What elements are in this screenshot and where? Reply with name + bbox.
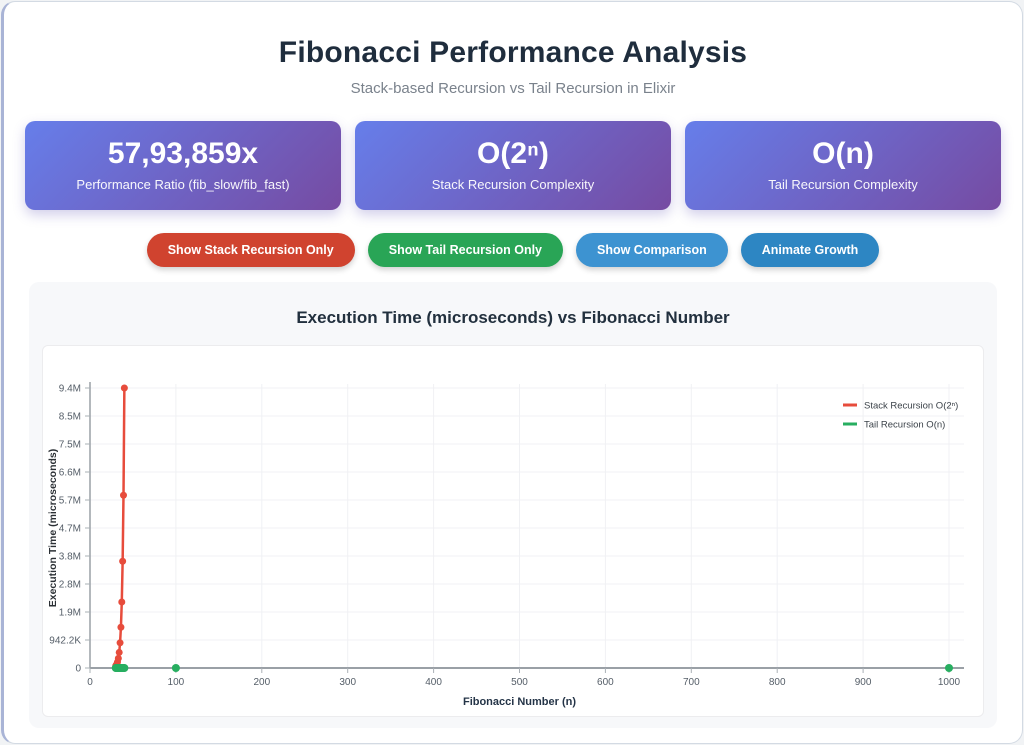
x-tick-label: 700 <box>683 677 700 688</box>
page-subtitle: Stack-based Recursion vs Tail Recursion … <box>350 80 676 97</box>
chart-legend: Stack Recursion O(2ⁿ) Tail Recursion O(n) <box>843 401 958 431</box>
x-tick-label: 800 <box>769 677 786 688</box>
y-tick-label: 6.6M <box>59 468 81 479</box>
x-tick-label: 900 <box>855 677 872 688</box>
legend-item[interactable]: Stack Recursion O(2ⁿ) <box>843 401 958 412</box>
x-tick-label: 100 <box>168 677 185 688</box>
stack-data-point <box>120 384 128 392</box>
y-tick-label: 3.8M <box>59 552 81 563</box>
x-axis-title: Fibonacci Number (n) <box>463 696 576 708</box>
tail-data-point <box>171 663 180 672</box>
show-comparison-button[interactable]: Show Comparison <box>576 233 728 267</box>
chart-panel: 0 942.2K 1.9M 2.8M 3.8M 4.7M 5.7M 6.6M 7.5M 8.5M 9… <box>42 345 984 717</box>
legend-label: Tail Recursion O(n) <box>864 420 945 431</box>
y-axis-title: Execution Time (microseconds) <box>47 449 59 608</box>
chart-title: Execution Time (microseconds) vs Fibonac… <box>296 308 730 327</box>
stat-value: 57,93,859x <box>107 137 259 170</box>
x-tick-label: 300 <box>339 677 356 688</box>
chart-axes: 0 942.2K 1.9M 2.8M 3.8M 4.7M 5.7M 6.6M 7.5M 8.5M 9… <box>49 382 964 688</box>
tail-data-point <box>945 663 953 672</box>
stack-data-point <box>118 598 126 606</box>
stack-data-point <box>117 623 125 631</box>
stat-value: O(n) <box>812 137 874 170</box>
y-tick-label: 0 <box>75 664 81 675</box>
y-tick-label: 7.5M <box>59 440 81 451</box>
y-tick-label: 2.8M <box>59 580 81 591</box>
page-title: Fibonacci Performance Analysis <box>278 36 748 69</box>
x-tick-label: 500 <box>511 677 528 688</box>
tail-data-point <box>120 663 129 672</box>
x-tick-label: 1000 <box>938 677 961 688</box>
stat-label: Performance Ratio (fib_slow/fib_fast) <box>76 177 290 192</box>
stat-card-stack-complexity: O(2ⁿ) Stack Recursion Complexity <box>355 121 671 210</box>
x-tick-label: 200 <box>253 677 270 688</box>
x-tick-label: 600 <box>597 677 614 688</box>
chart-gridlines <box>89 384 964 669</box>
stat-card-performance-ratio: 57,93,859x Performance Ratio (fib_slow/f… <box>25 121 341 210</box>
y-tick-label: 942.2K <box>49 636 81 647</box>
y-tick-label: 5.7M <box>59 496 81 507</box>
stat-value: O(2ⁿ) <box>477 137 549 170</box>
stack-data-point <box>120 491 128 499</box>
stack-recursion-points <box>112 384 128 670</box>
x-tick-label: 0 <box>87 677 93 688</box>
y-tick-label: 8.5M <box>59 412 81 423</box>
stats-row: 57,93,859x Performance Ratio (fib_slow/f… <box>25 121 1001 210</box>
animate-growth-button[interactable]: Animate Growth <box>740 233 880 267</box>
execution-time-chart[interactable]: 0 942.2K 1.9M 2.8M 3.8M 4.7M 5.7M 6.6M 7.5M 8.5M 9… <box>43 346 984 716</box>
stack-data-point <box>115 648 123 656</box>
stat-card-tail-complexity: O(n) Tail Recursion Complexity <box>685 121 1001 210</box>
stat-label: Tail Recursion Complexity <box>768 177 918 192</box>
legend-item[interactable]: Tail Recursion O(n) <box>843 420 945 431</box>
show-tail-recursion-button[interactable]: Show Tail Recursion Only <box>367 233 563 267</box>
tail-recursion-points <box>111 663 953 672</box>
show-stack-recursion-button[interactable]: Show Stack Recursion Only <box>146 233 355 267</box>
stack-data-point <box>116 639 124 647</box>
stack-data-point <box>114 654 122 662</box>
y-tick-label: 9.4M <box>59 384 81 395</box>
x-tick-label: 400 <box>425 677 442 688</box>
chart-section: Execution Time (microseconds) vs Fibonac… <box>29 282 997 728</box>
y-tick-label: 1.9M <box>59 608 81 619</box>
stack-data-point <box>119 557 127 565</box>
page-header: Fibonacci Performance Analysis Stack-bas… <box>4 36 1022 97</box>
stat-label: Stack Recursion Complexity <box>431 177 595 192</box>
legend-label: Stack Recursion O(2ⁿ) <box>864 401 958 412</box>
controls-row: Show Stack Recursion Only Show Tail Recu… <box>4 233 1022 267</box>
y-tick-label: 4.7M <box>59 524 81 535</box>
